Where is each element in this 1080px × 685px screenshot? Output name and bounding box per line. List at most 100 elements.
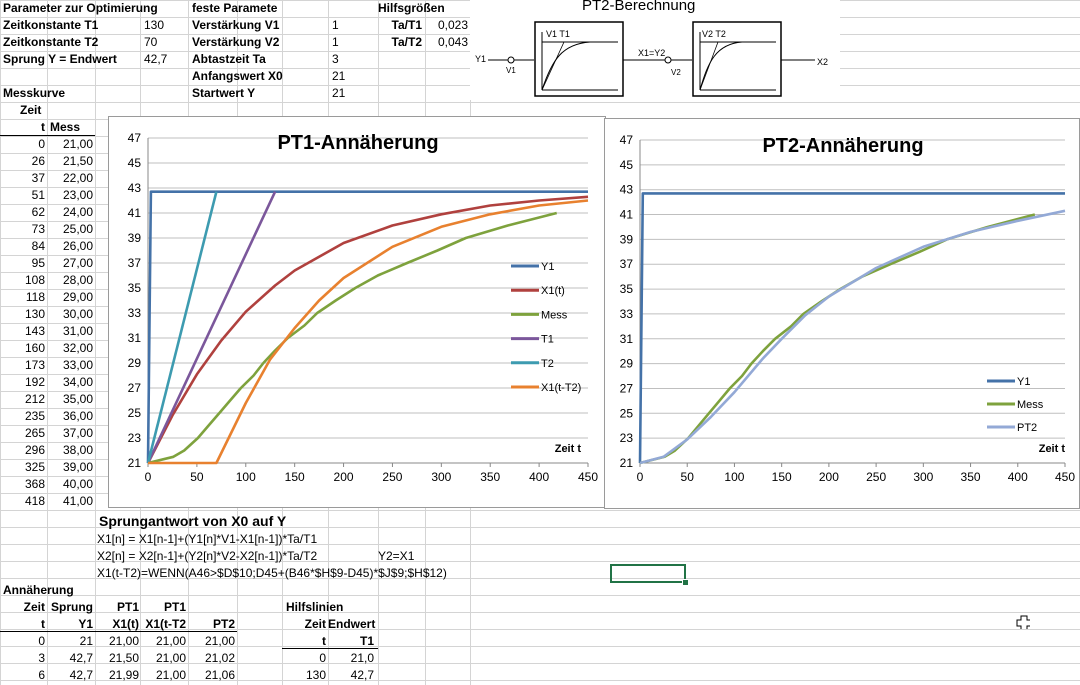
mess-value-cell[interactable]: 27,00 xyxy=(62,256,93,270)
fixed-value[interactable]: 3 xyxy=(332,52,339,66)
fixed-label[interactable]: Startwert Y xyxy=(192,86,256,100)
formula-note[interactable]: Y2=X1 xyxy=(378,549,415,563)
hilfslinien-title[interactable]: Hilfslinien xyxy=(286,600,344,614)
messkurve-mess-head[interactable]: Mess xyxy=(50,120,81,134)
fixed-value[interactable]: 21 xyxy=(332,86,346,100)
help-label[interactable]: Ta/T1 xyxy=(391,18,422,32)
hilf-head-cell[interactable]: T1 xyxy=(359,634,374,648)
mess-value-cell[interactable]: 23,00 xyxy=(62,188,93,202)
hilf-cell[interactable]: 130 xyxy=(305,668,326,682)
mess-value-cell[interactable]: 25,00 xyxy=(62,222,93,236)
mess-time-cell[interactable]: 160 xyxy=(24,341,45,355)
param-value[interactable]: 42,7 xyxy=(144,52,168,66)
help-value[interactable]: 0,023 xyxy=(437,18,468,32)
mess-time-cell[interactable]: 108 xyxy=(24,273,45,287)
formula-line-1[interactable]: X1[n] = X1[n-1]+(Y1[n]*V1-X1[n-1])*Ta/T1 xyxy=(97,532,318,546)
mess-time-cell[interactable]: 84 xyxy=(31,239,45,253)
mess-time-cell[interactable]: 325 xyxy=(24,460,45,474)
mess-value-cell[interactable]: 30,00 xyxy=(62,307,93,321)
formula-line-2[interactable]: X2[n] = X2[n-1]+(Y2[n]*V2-X2[n-1])*Ta/T2 xyxy=(97,549,318,563)
mess-time-cell[interactable]: 143 xyxy=(24,324,45,338)
mess-time-cell[interactable]: 73 xyxy=(31,222,45,236)
mess-value-cell[interactable]: 22,00 xyxy=(62,171,93,185)
mess-time-cell[interactable]: 192 xyxy=(24,375,45,389)
fixed-header[interactable]: feste Paramete xyxy=(192,1,278,15)
pt2-chart[interactable]: 21 23 25 27 29 31 33 35 37 39 41 43 45 47 0 50 100 150 200… xyxy=(604,118,1080,509)
mess-time-cell[interactable]: 95 xyxy=(31,256,45,270)
mess-time-cell[interactable]: 296 xyxy=(24,443,45,457)
help-label[interactable]: Ta/T2 xyxy=(391,35,422,49)
mess-value-cell[interactable]: 37,00 xyxy=(62,426,93,440)
pt1-chart[interactable]: 21 23 25 27 29 31 33 35 37 39 41 43 45 47 0 50 100 150 200… xyxy=(108,116,606,508)
hilf-cell[interactable]: 42,7 xyxy=(350,668,374,682)
mess-time-cell[interactable]: 26 xyxy=(31,154,45,168)
ann-cell[interactable]: 21,06 xyxy=(204,668,235,682)
mess-time-cell[interactable]: 235 xyxy=(24,409,45,423)
ann-cell[interactable]: 42,7 xyxy=(69,668,93,682)
messkurve-time-head[interactable]: Zeit xyxy=(20,103,42,117)
ann-cell[interactable]: 42,7 xyxy=(69,651,93,665)
mess-value-cell[interactable]: 36,00 xyxy=(62,409,93,423)
mess-value-cell[interactable]: 26,00 xyxy=(62,239,93,253)
mess-value-cell[interactable]: 34,00 xyxy=(62,375,93,389)
ann-cell[interactable]: 21,99 xyxy=(108,668,139,682)
ann-head-cell[interactable]: Y1 xyxy=(78,617,93,631)
ann-cell[interactable]: 21,02 xyxy=(204,651,235,665)
hilf-head-cell[interactable]: t xyxy=(322,634,326,648)
mess-value-cell[interactable]: 38,00 xyxy=(62,443,93,457)
ann-cell[interactable]: 21,00 xyxy=(155,651,186,665)
mess-value-cell[interactable]: 41,00 xyxy=(62,494,93,508)
mess-value-cell[interactable]: 32,00 xyxy=(62,341,93,355)
formula-line-3[interactable]: X1(t-T2)=WENN(A46>$D$10;D45+(B46*$H$9-D4… xyxy=(97,566,447,580)
fixed-label[interactable]: Verstärkung V1 xyxy=(192,18,280,32)
annaeherung-title[interactable]: Annäherung xyxy=(3,583,74,597)
ann-cell[interactable]: 21,50 xyxy=(108,651,139,665)
ann-cell[interactable]: 21,00 xyxy=(204,634,235,648)
ann-head-cell[interactable]: X1(t-T2 xyxy=(145,617,186,631)
ann-head-cell[interactable]: PT2 xyxy=(212,617,235,631)
mess-value-cell[interactable]: 40,00 xyxy=(62,477,93,491)
ann-head-cell[interactable]: t xyxy=(41,617,45,631)
mess-time-cell[interactable]: 130 xyxy=(24,307,45,321)
mess-value-cell[interactable]: 31,00 xyxy=(62,324,93,338)
mess-value-cell[interactable]: 39,00 xyxy=(62,460,93,474)
param-label[interactable]: Zeitkonstante T2 xyxy=(3,35,99,49)
selected-cell[interactable] xyxy=(610,564,686,583)
ann-head-cell[interactable]: X1(t) xyxy=(112,617,139,631)
mess-value-cell[interactable]: 35,00 xyxy=(62,392,93,406)
mess-time-cell[interactable]: 265 xyxy=(24,426,45,440)
help-value[interactable]: 0,043 xyxy=(437,35,468,49)
param-label[interactable]: Zeitkonstante T1 xyxy=(3,18,99,32)
messkurve-title[interactable]: Messkurve xyxy=(3,86,66,100)
fixed-label[interactable]: Verstärkung V2 xyxy=(192,35,280,49)
mess-time-cell[interactable]: 62 xyxy=(31,205,45,219)
ann-cell[interactable]: 21,00 xyxy=(155,668,186,682)
ann-head-cell[interactable]: PT1 xyxy=(163,600,186,614)
fixed-value[interactable]: 21 xyxy=(332,69,346,83)
hilf-cell[interactable]: 0 xyxy=(319,651,326,665)
ann-cell[interactable]: 6 xyxy=(38,668,45,682)
mess-time-cell[interactable]: 212 xyxy=(24,392,45,406)
ann-cell[interactable]: 3 xyxy=(38,651,45,665)
ann-head-cell[interactable]: PT1 xyxy=(116,600,139,614)
hilf-head-cell[interactable]: Zeit xyxy=(304,617,326,631)
messkurve-t-head[interactable]: t xyxy=(41,120,45,134)
param-value[interactable]: 130 xyxy=(144,18,165,32)
ann-cell[interactable]: 21 xyxy=(79,634,93,648)
mess-time-cell[interactable]: 368 xyxy=(24,477,45,491)
ann-cell[interactable]: 21,00 xyxy=(108,634,139,648)
mess-time-cell[interactable]: 118 xyxy=(25,290,45,304)
fixed-label[interactable]: Abtastzeit Ta xyxy=(192,52,266,66)
mess-value-cell[interactable]: 29,00 xyxy=(62,290,93,304)
fixed-label[interactable]: Anfangswert X0 xyxy=(192,69,283,83)
mess-value-cell[interactable]: 21,00 xyxy=(62,137,93,151)
ann-head-cell[interactable] xyxy=(188,599,235,615)
mess-time-cell[interactable]: 0 xyxy=(38,137,45,151)
ann-cell[interactable]: 0 xyxy=(38,634,45,648)
hilf-cell[interactable]: 21,0 xyxy=(350,651,374,665)
mess-value-cell[interactable]: 24,00 xyxy=(62,205,93,219)
param-value[interactable]: 70 xyxy=(144,35,158,49)
fill-handle[interactable] xyxy=(682,579,689,586)
param-label[interactable]: Sprung Y = Endwert xyxy=(3,52,117,66)
pt2-diagram[interactable]: PT2-Berechnung Y1 V1 V1 T1 X1=Y2 V2 V2 T… xyxy=(470,0,840,100)
